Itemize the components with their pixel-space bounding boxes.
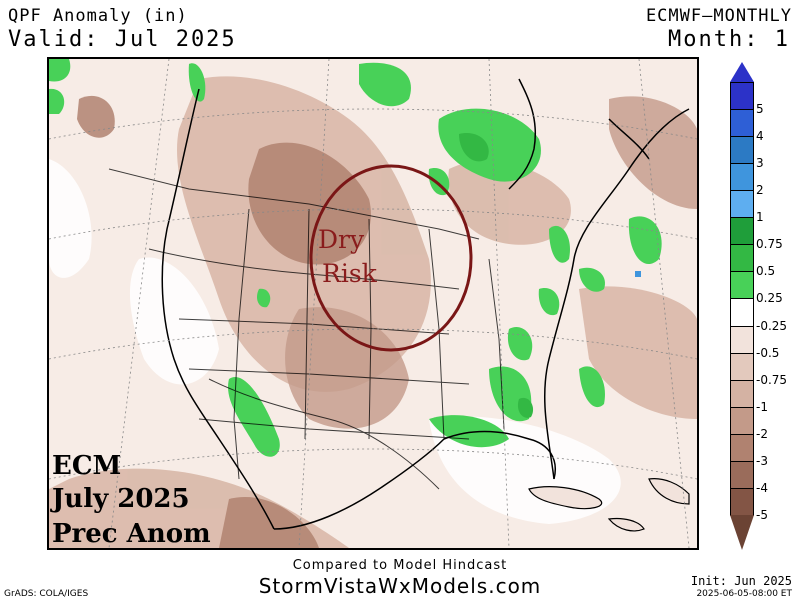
wet-anomaly-shading (49, 59, 662, 457)
legend-swatch (730, 190, 754, 219)
coastlines (161, 78, 690, 530)
legend-swatch (730, 109, 754, 138)
legend-swatch (730, 487, 754, 516)
legend-swatch (730, 136, 754, 165)
precip-anomaly-map (47, 57, 699, 550)
legend-label: -5 (756, 507, 768, 522)
legend-label: 5 (756, 102, 764, 117)
map-title: QPF Anomaly (in) (8, 6, 188, 26)
moderate-dry-shading (285, 96, 697, 429)
legend-label: 4 (756, 129, 764, 144)
dry-risk-label-line2: Risk (322, 259, 377, 288)
legend-label: 1 (756, 210, 764, 225)
caribbean-islands (528, 478, 690, 532)
wet-blue-spot (635, 271, 641, 277)
legend-label: -1 (756, 399, 768, 414)
strong-wet-shading (459, 133, 534, 418)
legend-swatch (730, 379, 754, 408)
strong-dry-shading (77, 95, 371, 548)
dry-risk-label-line1: Dry (318, 225, 365, 254)
legend-label: 0.5 (756, 264, 776, 279)
legend-swatch (730, 244, 754, 273)
legend-label: 0.75 (756, 237, 783, 252)
latitude-lines (49, 59, 697, 548)
legend-label: 0.25 (756, 291, 783, 306)
legend-label: -0.75 (756, 372, 788, 387)
legend-swatch (730, 82, 754, 111)
forecast-month: Month: 1 (668, 27, 790, 52)
valid-date: Valid: Jul 2025 (8, 27, 237, 52)
overlay-month: July 2025 (52, 484, 190, 514)
legend-swatch (730, 352, 754, 381)
legend-label: -4 (756, 480, 768, 495)
timestamp: 2025-06-05-08:00 ET (696, 589, 792, 599)
site-name: StormVistaWxModels.com (258, 574, 542, 598)
hindcast-note: Compared to Model Hindcast (292, 558, 508, 573)
legend-swatch (730, 217, 754, 246)
legend-label: -2 (756, 426, 768, 441)
legend-swatch (730, 298, 754, 327)
legend-swatch (730, 325, 754, 354)
overlay-model: ECM (52, 451, 122, 481)
legend-label: -3 (756, 453, 768, 468)
legend-swatch (730, 271, 754, 300)
political-boundaries (108, 168, 505, 490)
color-legend: 5 4 3 2 1 0.75 0.5 0.25 -0.25 -0.5 -0.75 -1 -2 -3 -4 -5 (727, 62, 797, 572)
legend-swatch (730, 433, 754, 462)
legend-label: -0.5 (756, 345, 780, 360)
dry-risk-ellipse (309, 164, 473, 352)
legend-label: 2 (756, 183, 764, 198)
legend-swatch (730, 460, 754, 489)
overlay-variable: Prec Anom (52, 519, 211, 549)
legend-swatch (730, 406, 754, 435)
legend-label: -0.25 (756, 318, 788, 333)
init-date: Init: Jun 2025 (690, 574, 792, 588)
legend-bottom-arrow (730, 514, 754, 550)
grads-credit: GrADS: COLA/IGES (4, 589, 89, 599)
legend-swatch (730, 163, 754, 192)
legend-top-arrow (730, 62, 754, 82)
model-name: ECMWF—MONTHLY (645, 6, 792, 26)
legend-label: 3 (756, 156, 764, 171)
